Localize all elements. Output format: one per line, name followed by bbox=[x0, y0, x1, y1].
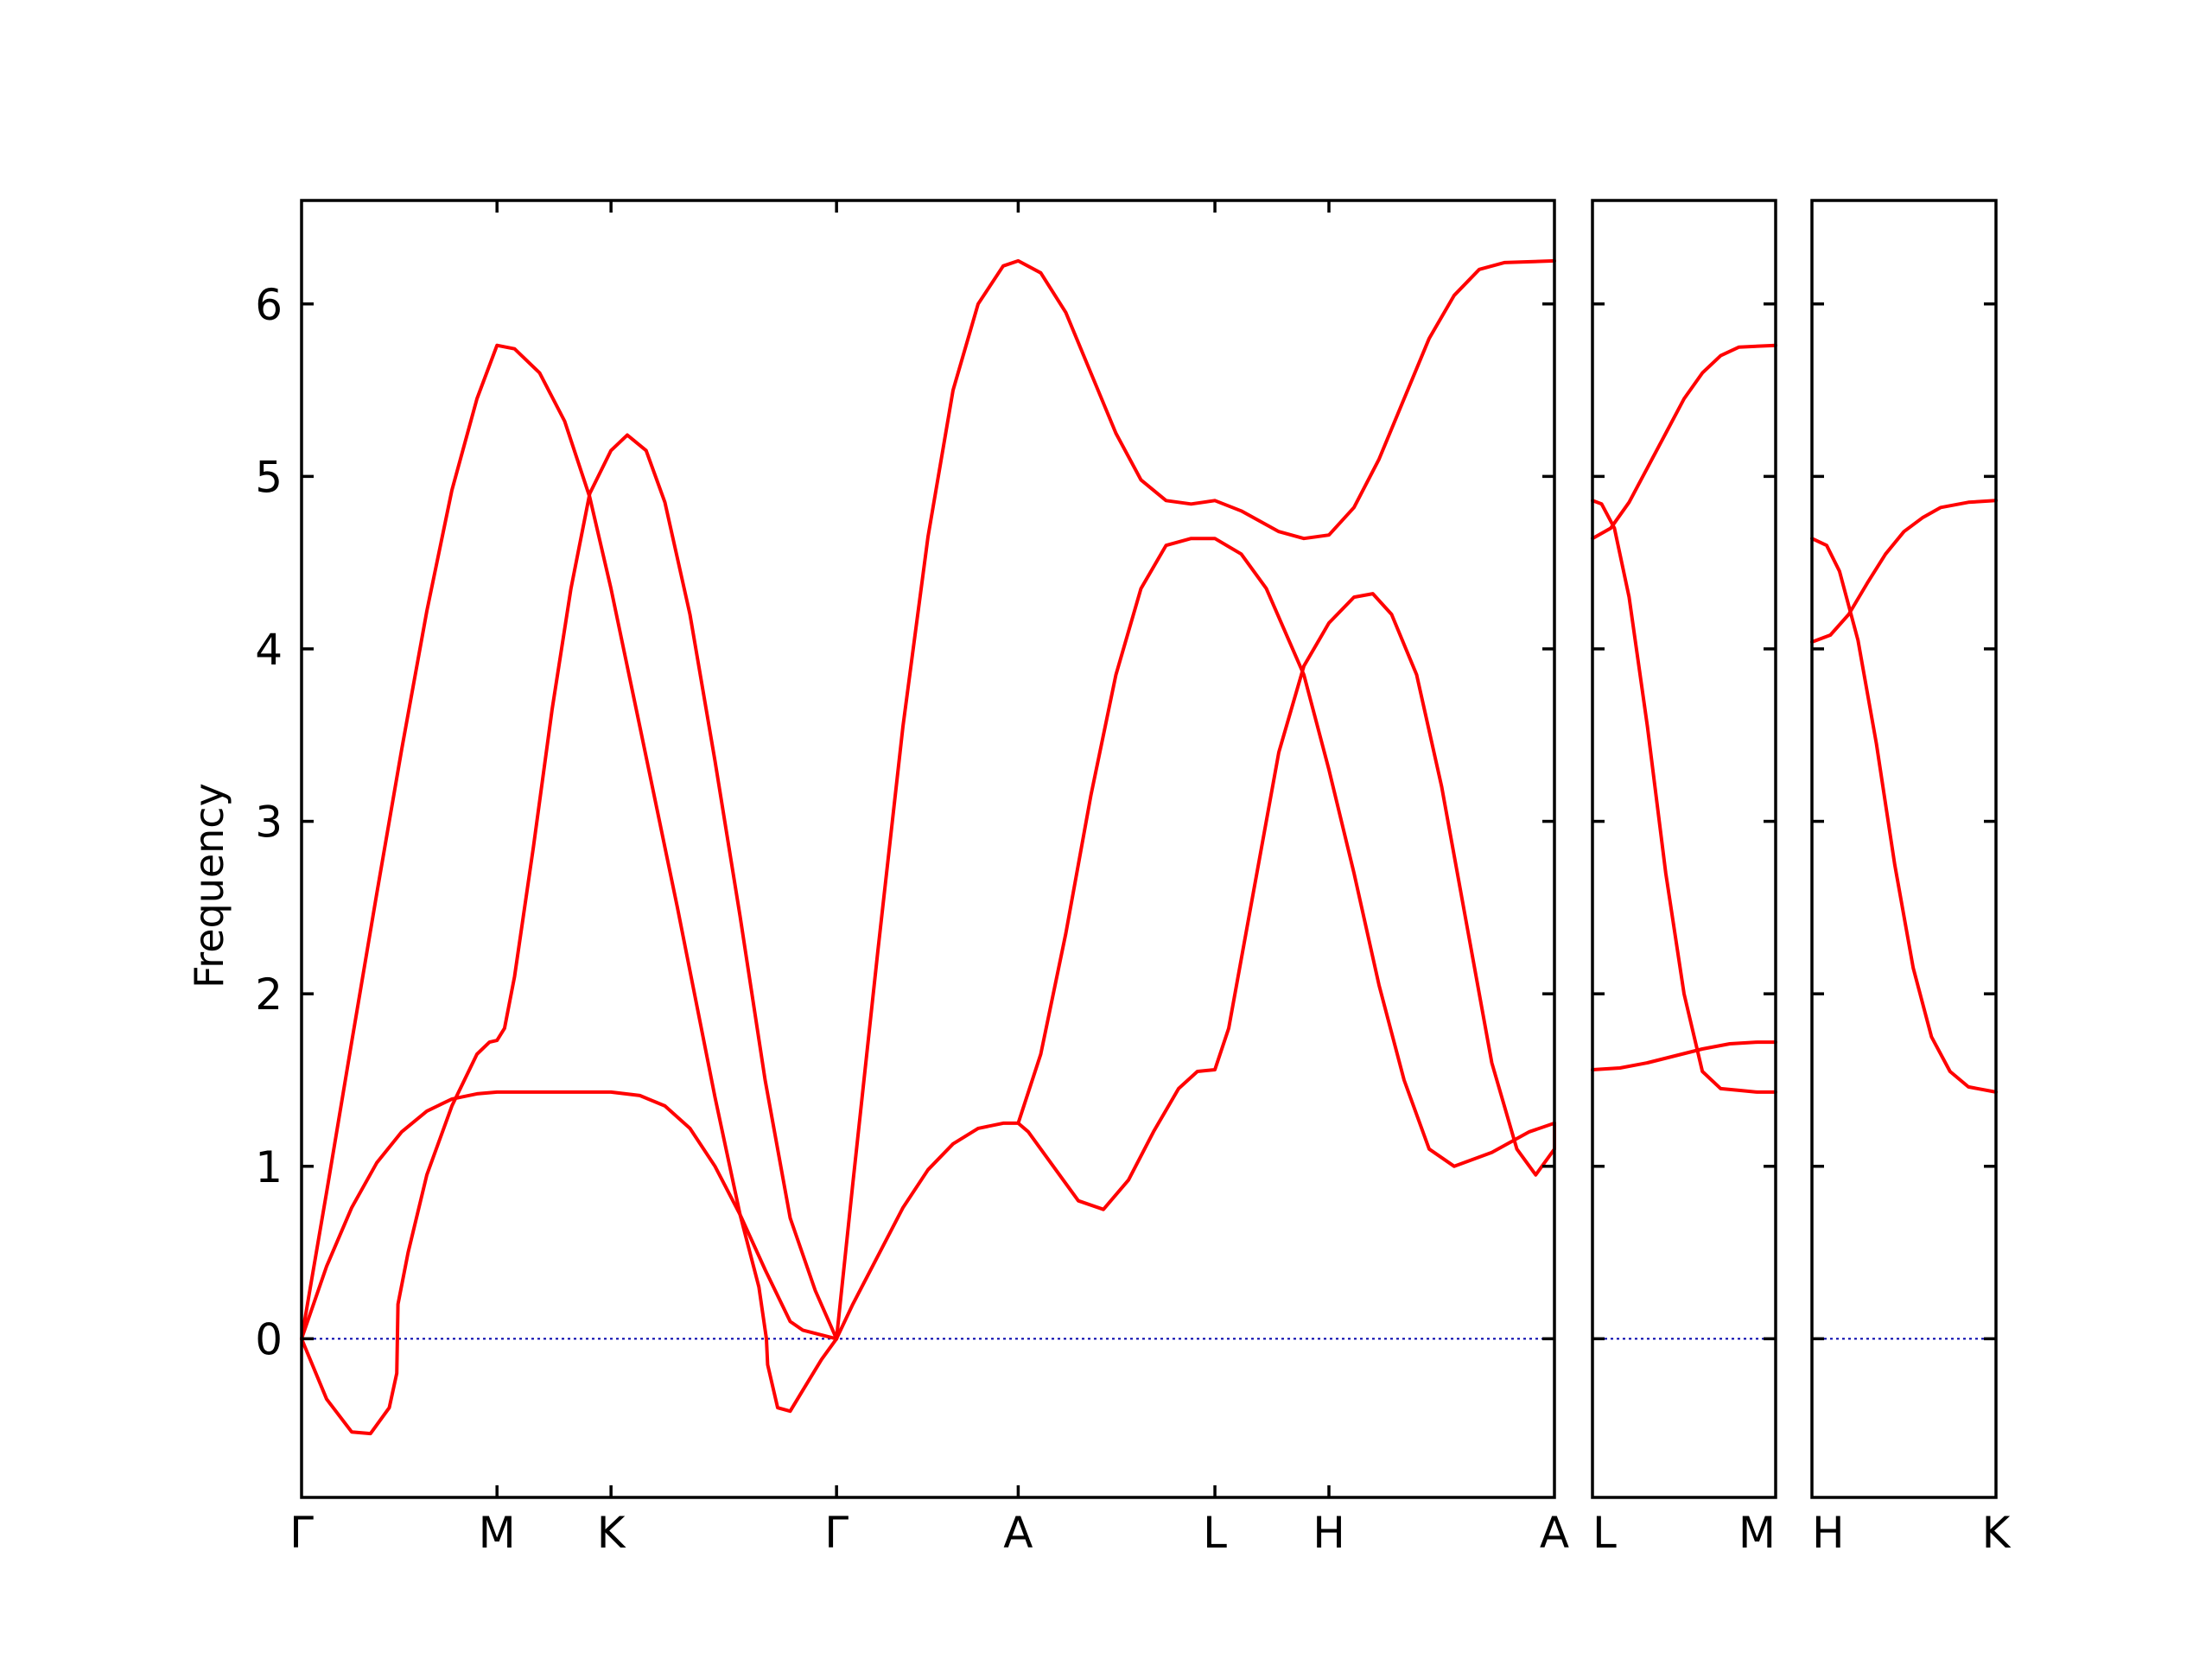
panel-1-band-6 bbox=[1016, 537, 1556, 1168]
panel-3-band-2 bbox=[1810, 537, 1998, 1094]
x-tick-label: L bbox=[1203, 1508, 1227, 1558]
panel-2-frame bbox=[1591, 199, 1777, 1499]
x-tick-label: A bbox=[1540, 1508, 1569, 1558]
y-tick-label: 1 bbox=[255, 1142, 283, 1192]
panel-1-band-4 bbox=[835, 258, 1556, 1341]
panel-1-band-2 bbox=[300, 433, 839, 1436]
x-tick-label: L bbox=[1592, 1508, 1617, 1558]
panel-1-band-5 bbox=[835, 592, 1556, 1341]
x-tick-label: M bbox=[1738, 1508, 1776, 1558]
x-tick-label: K bbox=[597, 1508, 626, 1558]
y-axis-label: Frequency bbox=[186, 783, 232, 988]
panel-2-band-3 bbox=[1591, 1040, 1777, 1071]
y-tick-label: 5 bbox=[255, 452, 283, 502]
x-tick-label: H bbox=[1313, 1508, 1345, 1558]
panel-2-band-2 bbox=[1591, 499, 1777, 1094]
panel-1-band-1 bbox=[300, 343, 839, 1414]
y-tick-label: 2 bbox=[255, 969, 283, 1020]
panel-1: 0 1 2 3 4 5 6 Γ M K Γ A L H A bbox=[255, 199, 1569, 1558]
panel-3-band-1 bbox=[1810, 499, 1998, 644]
y-tick-label: 4 bbox=[255, 625, 283, 675]
panel-1-frame bbox=[300, 199, 1556, 1499]
panel-3-frame bbox=[1810, 199, 1998, 1499]
y-tick-label: 3 bbox=[255, 798, 283, 848]
x-tick-label: H bbox=[1812, 1508, 1845, 1558]
x-tick-label: Γ bbox=[824, 1508, 849, 1558]
x-tick-label: M bbox=[479, 1508, 516, 1558]
x-tick-label: K bbox=[1982, 1508, 2012, 1558]
y-tick-label: 6 bbox=[255, 280, 283, 330]
panel-2-band-1 bbox=[1591, 343, 1777, 541]
y-tick-label: 0 bbox=[255, 1314, 283, 1364]
panel-1-band-3 bbox=[300, 1090, 839, 1341]
x-tick-label: A bbox=[1003, 1508, 1033, 1558]
x-tick-label: Γ bbox=[289, 1508, 314, 1558]
